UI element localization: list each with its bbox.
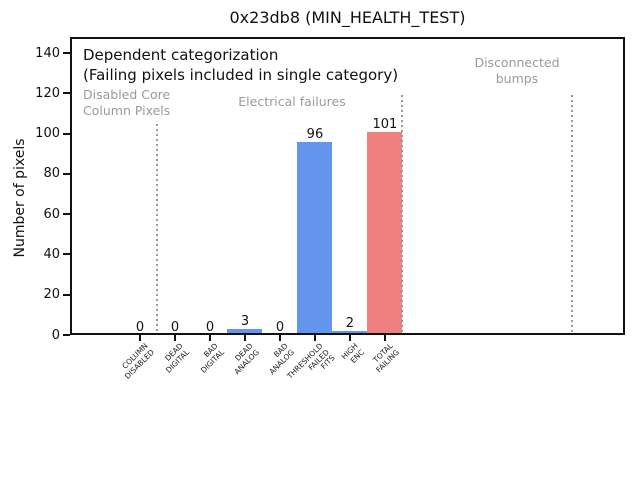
annotation-electrical-failures: Electrical failures (238, 94, 346, 109)
y-tick-label: 80 (43, 166, 60, 182)
bar (227, 328, 263, 335)
dotted-vline (571, 95, 574, 335)
x-tick-mark (138, 335, 141, 341)
bar-value-label: 0 (135, 320, 145, 335)
bar-value-label: 0 (170, 320, 180, 335)
bar-value-label: 2 (345, 315, 355, 331)
y-tick-label: 20 (43, 287, 60, 303)
y-tick-label: 100 (35, 126, 60, 142)
y-tick-label: 120 (35, 85, 60, 101)
bar-value-label: 0 (275, 320, 285, 335)
x-tick-mark (383, 335, 386, 341)
y-tick-mark (63, 132, 70, 135)
x-tick-mark (243, 335, 246, 341)
bar (297, 141, 333, 335)
bar (332, 330, 368, 335)
x-tick-mark (278, 335, 281, 341)
annotation-failing-pixels-note: (Failing pixels included in single categ… (83, 66, 399, 84)
chart-title: 0x23db8 (MIN_HEALTH_TEST) (229, 8, 466, 27)
y-tick-mark (63, 92, 70, 95)
x-tick-mark (348, 335, 351, 341)
x-tick-mark (208, 335, 211, 341)
bar (367, 131, 403, 335)
x-tick-mark (313, 335, 316, 341)
bar-value-label: 101 (372, 116, 398, 132)
y-tick-label: 60 (43, 206, 60, 222)
y-tick-mark (63, 52, 70, 55)
x-tick-mark (173, 335, 176, 341)
bar-value-label: 0 (205, 320, 215, 335)
bar-value-label: 3 (240, 313, 250, 329)
y-tick-mark (63, 293, 70, 296)
annotation-disabled-core-column-pixels: Disabled Core Column Pixels (83, 87, 171, 118)
y-tick-label: 40 (43, 246, 60, 262)
bar-value-label: 96 (306, 126, 324, 142)
y-tick-label: 0 (51, 327, 60, 343)
y-tick-label: 140 (35, 45, 60, 61)
annotation-disconnected-bumps: Disconnected bumps (474, 55, 560, 86)
dotted-vline (401, 95, 404, 335)
y-tick-mark (63, 213, 70, 216)
y-tick-mark (63, 334, 70, 336)
y-tick-mark (63, 172, 70, 175)
annotation-dependent-categorization: Dependent categorization (83, 46, 279, 64)
y-tick-mark (63, 253, 70, 256)
dotted-vline (156, 123, 159, 335)
plot-area: 0 0 0 3 0 96 2 101 (70, 37, 625, 335)
